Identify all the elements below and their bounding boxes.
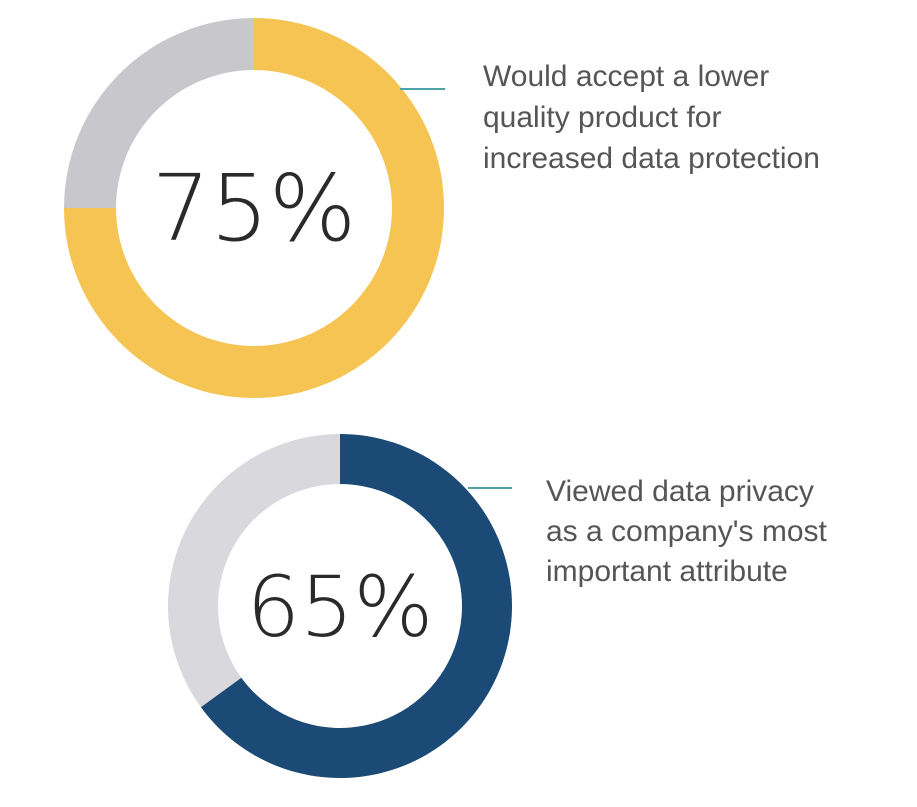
donut-slice-remainder (64, 18, 254, 208)
caption-line: quality product for (483, 101, 721, 134)
caption-line: Viewed data privacy (546, 475, 814, 508)
donut-chart-2: 65% Viewed data privacy as a company's mos… (168, 434, 828, 778)
caption-line: Would accept a lower (483, 60, 769, 93)
caption-line: as a company's most (546, 515, 828, 548)
caption-line: important attribute (546, 555, 788, 588)
donut-center-label: 75% (152, 155, 356, 262)
caption-line: increased data protection (483, 142, 820, 175)
donut-center-label: 65% (247, 558, 434, 656)
donut-slice-remainder (168, 434, 340, 708)
donut-chart-1: 75% Would accept a lower quality product f… (64, 18, 820, 398)
donut-slice-highlight (200, 434, 513, 778)
